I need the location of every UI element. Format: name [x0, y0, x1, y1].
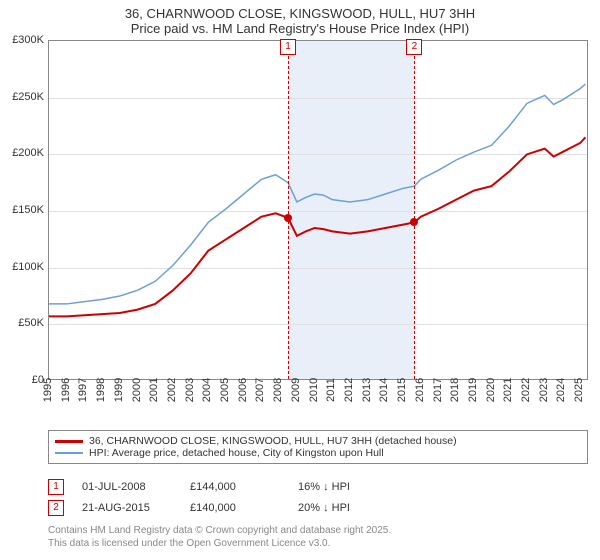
x-tick-label: 2003	[184, 378, 196, 402]
x-tick-label: 2010	[308, 378, 320, 402]
callout-dash	[288, 41, 289, 379]
legend-swatch	[55, 452, 83, 454]
legend-row: 36, CHARNWOOD CLOSE, KINGSWOOD, HULL, HU…	[55, 435, 581, 447]
sale-row: 2 21-AUG-2015 £140,000 20% ↓ HPI	[48, 500, 588, 516]
x-tick-label: 2020	[485, 378, 497, 402]
plot-area: 12	[48, 40, 588, 380]
x-tick-label: 1999	[113, 378, 125, 402]
x-tick-label: 2012	[343, 378, 355, 402]
series-property	[49, 137, 585, 316]
x-tick-label: 2014	[378, 378, 390, 402]
sale-date: 21-AUG-2015	[82, 502, 172, 514]
sale-price: £140,000	[190, 502, 280, 514]
sale-marker	[284, 214, 292, 222]
y-tick-label: £250K	[12, 91, 44, 103]
x-tick-label: 2017	[432, 378, 444, 402]
legend-swatch	[55, 440, 83, 443]
x-tick-label: 2018	[449, 378, 461, 402]
legend-label: 36, CHARNWOOD CLOSE, KINGSWOOD, HULL, HU…	[89, 435, 457, 447]
x-tick-label: 2013	[361, 378, 373, 402]
sale-date: 01-JUL-2008	[82, 481, 172, 493]
x-tick-label: 1996	[60, 378, 72, 402]
sales-block: 1 01-JUL-2008 £144,000 16% ↓ HPI 2 21-AUG-201…	[48, 474, 588, 521]
x-tick-label: 2025	[573, 378, 585, 402]
footer-line-2: This data is licensed under the Open Gov…	[48, 537, 391, 550]
x-tick-label: 2019	[467, 378, 479, 402]
x-tick-label: 2024	[555, 378, 567, 402]
x-tick-label: 2002	[166, 378, 178, 402]
x-tick-label: 2021	[502, 378, 514, 402]
y-axis-labels: £0£50K£100K£150K£200K£250K£300K	[0, 40, 46, 380]
sale-marker	[410, 218, 418, 226]
x-axis-labels: 1995199619971998199920002001200220032004…	[48, 384, 588, 424]
x-tick-label: 2000	[131, 378, 143, 402]
sale-row: 1 01-JUL-2008 £144,000 16% ↓ HPI	[48, 479, 588, 495]
sale-delta: 20% ↓ HPI	[298, 502, 388, 514]
legend-label: HPI: Average price, detached house, City…	[89, 447, 384, 459]
legend-box: 36, CHARNWOOD CLOSE, KINGSWOOD, HULL, HU…	[48, 430, 588, 464]
y-tick-label: £300K	[12, 34, 44, 46]
x-tick-label: 2005	[219, 378, 231, 402]
sale-delta: 16% ↓ HPI	[298, 481, 388, 493]
chart-container: 36, CHARNWOOD CLOSE, KINGSWOOD, HULL, HU…	[0, 0, 600, 560]
x-tick-label: 2001	[148, 378, 160, 402]
title-block: 36, CHARNWOOD CLOSE, KINGSWOOD, HULL, HU…	[0, 0, 600, 38]
sale-price: £144,000	[190, 481, 280, 493]
x-tick-label: 2006	[237, 378, 249, 402]
sale-callout-number: 1	[48, 479, 64, 495]
footer-line-1: Contains HM Land Registry data © Crown c…	[48, 524, 391, 537]
x-tick-label: 2007	[254, 378, 266, 402]
callout-marker: 2	[406, 39, 422, 55]
footer-attribution: Contains HM Land Registry data © Crown c…	[48, 524, 391, 550]
callout-dash	[414, 41, 415, 379]
x-tick-label: 1998	[95, 378, 107, 402]
x-tick-label: 2016	[414, 378, 426, 402]
y-tick-label: £200K	[12, 147, 44, 159]
x-tick-label: 1997	[77, 378, 89, 402]
series-hpi	[49, 84, 585, 304]
title-line-1: 36, CHARNWOOD CLOSE, KINGSWOOD, HULL, HU…	[0, 6, 600, 21]
x-tick-label: 2015	[396, 378, 408, 402]
x-tick-label: 2008	[272, 378, 284, 402]
chart-svg	[49, 41, 587, 379]
x-tick-label: 2011	[325, 378, 337, 402]
y-tick-label: £50K	[18, 317, 44, 329]
sale-callout-number: 2	[48, 500, 64, 516]
legend-row: HPI: Average price, detached house, City…	[55, 447, 581, 459]
y-tick-label: £150K	[12, 204, 44, 216]
callout-marker: 1	[280, 39, 296, 55]
x-tick-label: 1995	[42, 378, 54, 402]
x-tick-label: 2022	[520, 378, 532, 402]
y-tick-label: £100K	[12, 261, 44, 273]
x-tick-label: 2004	[201, 378, 213, 402]
title-line-2: Price paid vs. HM Land Registry's House …	[0, 21, 600, 36]
x-tick-label: 2023	[538, 378, 550, 402]
x-tick-label: 2009	[290, 378, 302, 402]
